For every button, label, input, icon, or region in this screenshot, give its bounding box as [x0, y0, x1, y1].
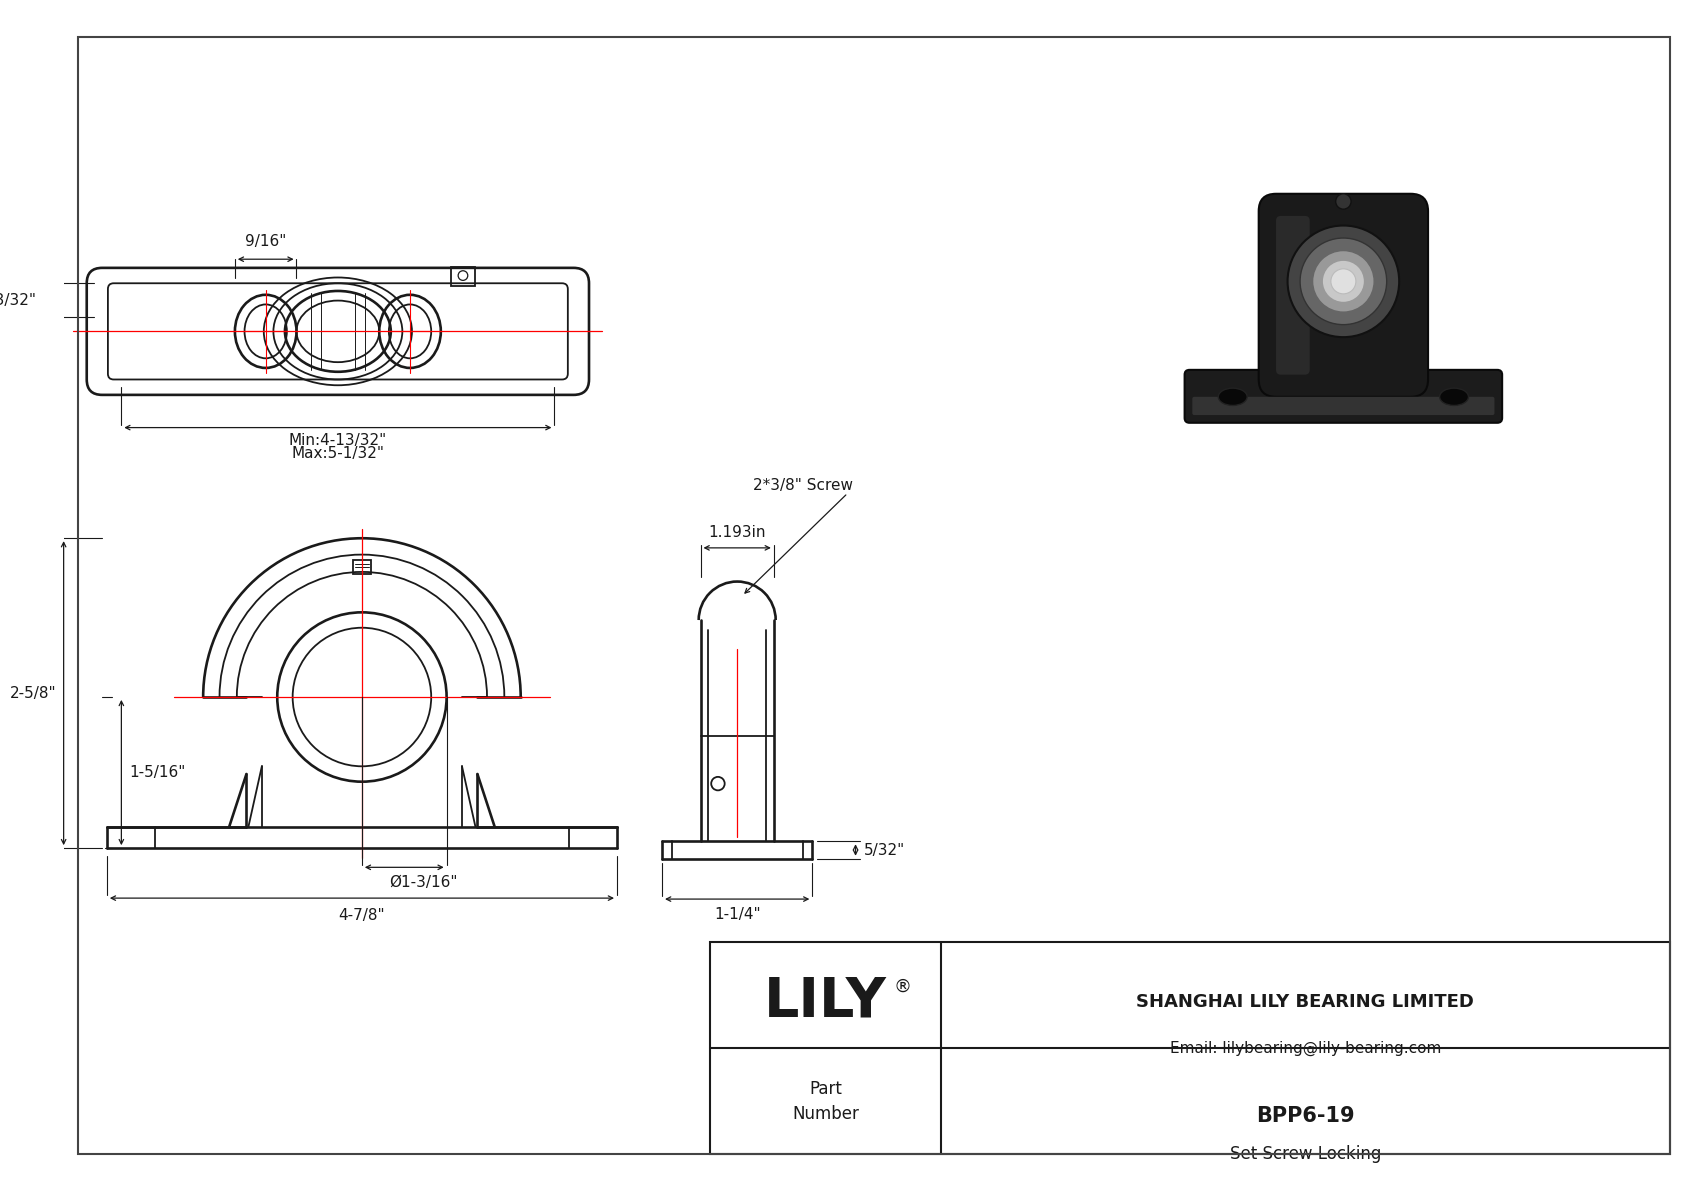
- Text: 13/32": 13/32": [0, 293, 37, 307]
- Bar: [711, 942, 1669, 1154]
- Text: Max:5-1/32": Max:5-1/32": [291, 447, 384, 461]
- Text: SHANGHAI LILY BEARING LIMITED: SHANGHAI LILY BEARING LIMITED: [1137, 992, 1474, 1011]
- Text: ®: ®: [894, 978, 911, 996]
- Text: 2*3/8" Screw: 2*3/8" Screw: [753, 478, 852, 493]
- Text: 5/32": 5/32": [864, 842, 904, 858]
- Text: Email: lilybearing@lily-bearing.com: Email: lilybearing@lily-bearing.com: [1170, 1041, 1442, 1055]
- Text: 9/16": 9/16": [244, 235, 286, 249]
- Text: 1-1/4": 1-1/4": [714, 908, 761, 922]
- Bar: [354, 561, 370, 574]
- FancyBboxPatch shape: [1184, 370, 1502, 423]
- Text: Min:4-13/32": Min:4-13/32": [288, 432, 387, 448]
- Ellipse shape: [1440, 388, 1468, 405]
- FancyBboxPatch shape: [1192, 397, 1494, 416]
- Text: Set Screw Locking: Set Screw Locking: [1229, 1145, 1381, 1164]
- Text: 2-5/8": 2-5/8": [10, 686, 56, 700]
- Text: LILY: LILY: [765, 974, 887, 1029]
- Circle shape: [1330, 269, 1356, 294]
- FancyBboxPatch shape: [1258, 194, 1428, 397]
- Bar: [1180, 187, 1507, 475]
- Circle shape: [1312, 250, 1374, 312]
- Text: 4-7/8": 4-7/8": [338, 908, 386, 923]
- Circle shape: [1288, 225, 1399, 337]
- Circle shape: [1322, 260, 1364, 303]
- FancyBboxPatch shape: [1276, 216, 1310, 375]
- Text: BPP6-19: BPP6-19: [1256, 1106, 1354, 1125]
- Circle shape: [1335, 194, 1351, 210]
- Ellipse shape: [1218, 388, 1248, 405]
- Text: 1.193in: 1.193in: [709, 525, 766, 540]
- Circle shape: [1300, 238, 1386, 325]
- Bar: [451, 267, 475, 286]
- Text: Part
Number: Part Number: [791, 1079, 859, 1123]
- Text: 1-5/16": 1-5/16": [130, 765, 187, 780]
- Text: Ø1-3/16": Ø1-3/16": [389, 875, 458, 890]
